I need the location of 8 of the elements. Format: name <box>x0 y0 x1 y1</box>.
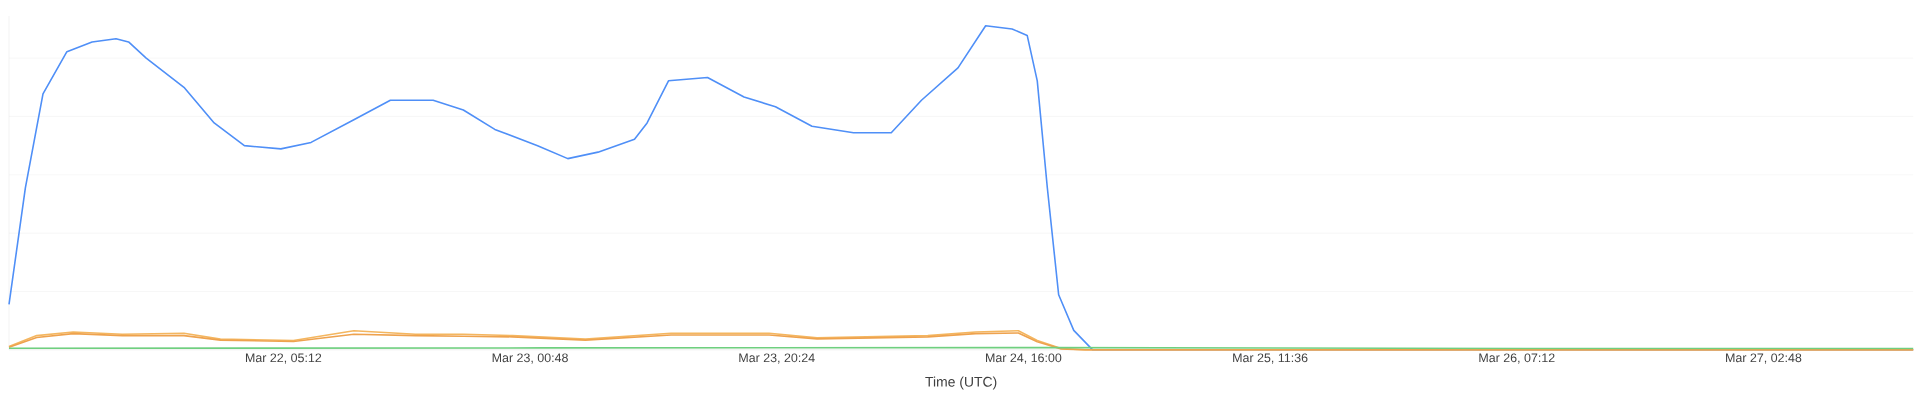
x-tick-label: Mar 25, 11:36 <box>1233 353 1308 364</box>
x-axis-title: Time (UTC) <box>925 376 997 390</box>
x-tick-label: Mar 24, 16:00 <box>986 353 1062 364</box>
x-tick-label: Mar 26, 07:12 <box>1479 353 1555 364</box>
x-tick-label: Mar 27, 02:48 <box>1726 353 1802 364</box>
x-tick-label: Mar 23, 20:24 <box>739 353 815 364</box>
x-tick-label: Mar 23, 00:48 <box>492 353 568 364</box>
x-tick-label: Mar 22, 05:12 <box>245 353 322 364</box>
